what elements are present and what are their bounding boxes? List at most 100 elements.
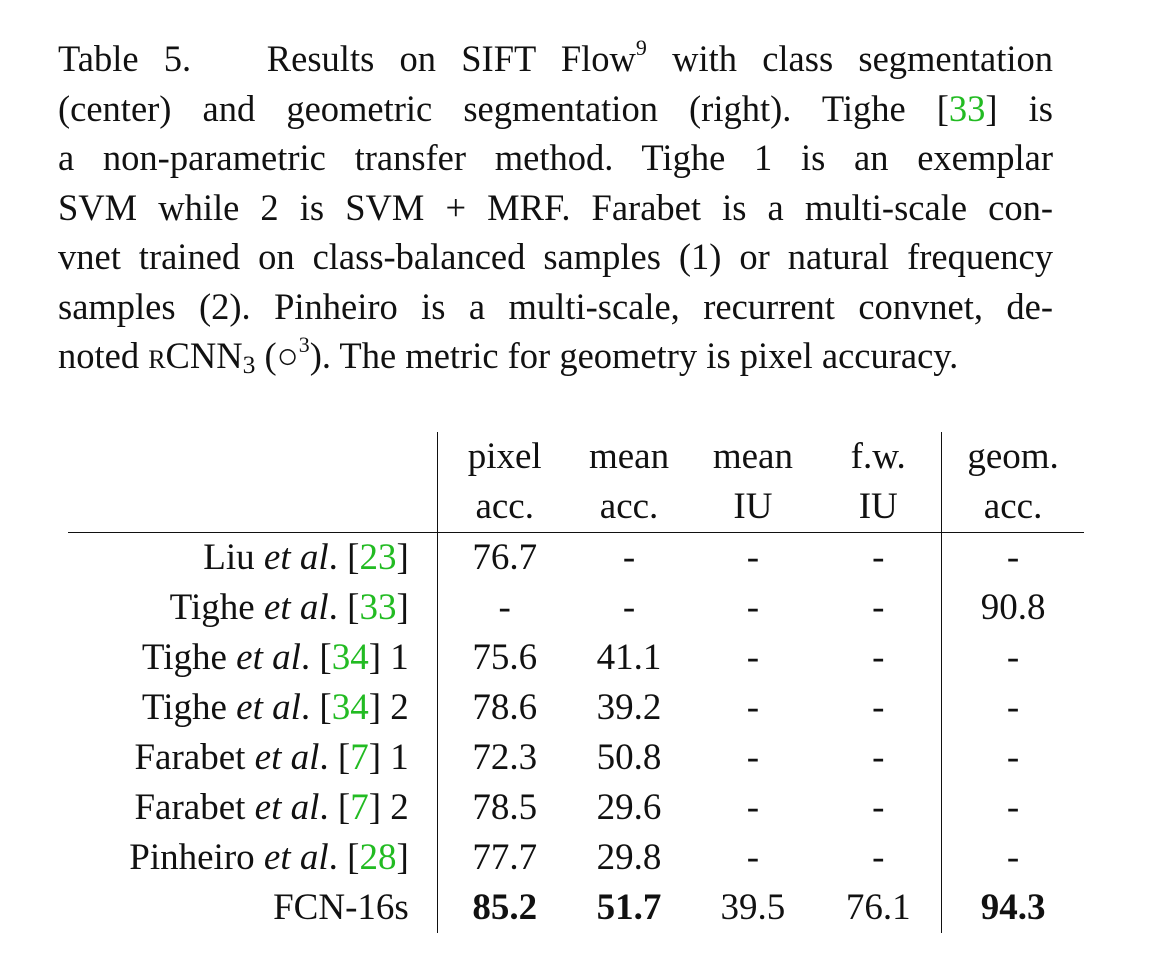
value-cell: - — [941, 532, 1084, 583]
method-name-cell: FCN-16s — [273, 887, 409, 928]
header-mean-iu-bottom: IU — [690, 482, 816, 533]
method-suffix: ] 1 — [368, 737, 409, 778]
value-cell: 39.5 — [720, 887, 786, 928]
header-row-1: pixel mean mean f.w. geom. — [68, 432, 1084, 482]
et-al-text: et al — [254, 737, 320, 778]
citation-link[interactable]: 23 — [359, 537, 397, 578]
value-cell: 90.8 — [941, 583, 1084, 633]
caption-line-7: noted rCNN3 (○3). The metric for geometr… — [58, 331, 1053, 385]
method-name: Tighe — [169, 587, 264, 628]
method-name-cell: Tighe et al. [34] 2 — [68, 683, 437, 733]
table-row: Tighe et al. [34] 1 75.6 41.1- - - — [68, 633, 1084, 683]
header-mean-iu-top: mean — [712, 436, 793, 477]
method-suffix: ] 1 — [368, 637, 409, 678]
citation-link[interactable]: 34 — [331, 687, 369, 728]
value-cell: - — [872, 837, 885, 878]
caption-line-6: samples (2). Pinheiro is a multi-scale, … — [58, 282, 1053, 332]
method-name: Farabet — [134, 737, 255, 778]
citation-link[interactable]: 33 — [359, 587, 397, 628]
caption-line-1: Table 5. Results on SIFT Flow9 with clas… — [58, 34, 1053, 84]
header-fw-iu-bottom: IU — [815, 482, 942, 533]
et-al-text: et al — [236, 687, 301, 728]
value-cell: - — [622, 537, 636, 578]
method-name-cell: Tighe et al. [34] 1 — [68, 633, 437, 683]
method-suffix: ] — [396, 587, 409, 628]
method-name: Liu — [203, 537, 264, 578]
value-cell: - — [872, 787, 885, 828]
value-cell: 78.5 — [436, 783, 568, 833]
citation-link[interactable]: 33 — [948, 87, 986, 129]
method-name: Tighe — [141, 687, 237, 728]
caption-line-5: vnet trained on class-balanced samples (… — [58, 232, 1053, 282]
method-name-cell: Liu et al. [23] — [68, 533, 437, 584]
caption-text: Results on SIFT Flow — [191, 38, 636, 79]
citation-link[interactable]: 28 — [359, 837, 397, 878]
header-fw-iu-top: f.w. — [850, 436, 906, 477]
value-cell: - — [746, 587, 760, 628]
value-cell: - — [746, 537, 760, 578]
method-suffix: ] 2 — [368, 787, 409, 828]
table-row: Pinheiro et al. [28] 77.7 29.8- - - — [68, 833, 1084, 883]
header-mean-acc-bottom: acc. — [567, 482, 691, 533]
method-punct: . [ — [300, 687, 332, 728]
method-punct: . [ — [319, 787, 351, 828]
caption-table-label: Table 5. — [58, 38, 192, 79]
value-cell: - — [746, 787, 760, 828]
et-al-text: et al — [263, 837, 329, 878]
value-cell: - — [941, 783, 1084, 833]
best-value-cell: 94.3 — [941, 883, 1084, 933]
table-row: Farabet et al. [7] 2 78.5 29.6 - - - — [68, 783, 1084, 833]
value-cell: 72.3 — [436, 733, 568, 783]
value-cell: - — [941, 833, 1084, 883]
et-al-text: et al — [254, 787, 320, 828]
method-punct: . [ — [300, 637, 332, 678]
value-cell: 77.7 — [436, 833, 568, 883]
value-cell: - — [436, 583, 568, 633]
value-cell: - — [941, 733, 1084, 783]
table-row: Tighe et al. [33] - - - -90.8 — [68, 583, 1084, 633]
table-row: Tighe et al. [34] 2 78.6 39.2- - - — [68, 683, 1084, 733]
method-name-cell: Pinheiro et al. [28] — [68, 833, 437, 883]
method-suffix: ] 2 — [368, 687, 409, 728]
results-table-body: Liu et al. [23] 76.7- - - - Tighe et al. [33]… — [68, 532, 1084, 933]
et-al-text: et al — [236, 637, 301, 678]
superscript: 3 — [298, 331, 310, 357]
caption-line-2: (center) and geometric segmentation (rig… — [58, 84, 1053, 134]
value-cell: 75.6 — [436, 633, 568, 683]
header-geom-acc-bottom: acc. — [941, 482, 1084, 533]
table-row-fcn16s: FCN-16s 85.2 51.7 39.5 76.1 94.3 — [68, 883, 1084, 933]
header-pixel-acc-top: pixel — [436, 432, 568, 482]
value-cell: - — [872, 537, 885, 578]
method-punct: . [ — [319, 737, 351, 778]
value-cell: - — [872, 737, 885, 778]
caption-text: a non-parametric transfer method. Tighe … — [58, 137, 1053, 178]
method-name-cell: Farabet et al. [7] 1 — [68, 733, 437, 783]
value-cell: 76.7 — [436, 532, 568, 583]
results-table-container: pixel mean mean f.w. geom. acc. acc. IU … — [68, 432, 1084, 933]
value-cell: - — [746, 687, 760, 728]
header-empty-cell — [68, 482, 438, 533]
header-geom-acc-top: geom. — [941, 432, 1084, 482]
value-cell: - — [622, 587, 636, 628]
caption-text: ). The metric for geometry is pixel accu… — [309, 335, 959, 376]
citation-link[interactable]: 34 — [331, 637, 369, 678]
value-cell: 29.8 — [596, 837, 662, 878]
best-value-cell: 85.2 — [436, 883, 568, 933]
caption-text: SVM while 2 is SVM + MRF. Farabet is a m… — [58, 186, 1053, 228]
citation-link[interactable]: 7 — [350, 787, 369, 828]
citation-link[interactable]: 7 — [350, 737, 369, 778]
header-mean-acc-top: mean — [588, 436, 670, 477]
value-cell: - — [941, 633, 1084, 683]
results-table: pixel mean mean f.w. geom. acc. acc. IU … — [68, 432, 1084, 933]
value-cell: - — [746, 637, 760, 678]
value-cell: 41.1 — [596, 637, 662, 678]
method-name-cell: Tighe et al. [33] — [68, 583, 437, 633]
method-suffix: ] — [396, 537, 409, 578]
value-cell: 29.6 — [596, 787, 662, 828]
value-cell: - — [872, 687, 885, 728]
caption-text: ] is — [985, 87, 1054, 129]
caption-text: noted — [58, 335, 149, 376]
method-name-cell: Farabet et al. [7] 2 — [68, 783, 437, 833]
method-punct: . [ — [328, 587, 360, 628]
value-cell: 39.2 — [596, 687, 662, 728]
